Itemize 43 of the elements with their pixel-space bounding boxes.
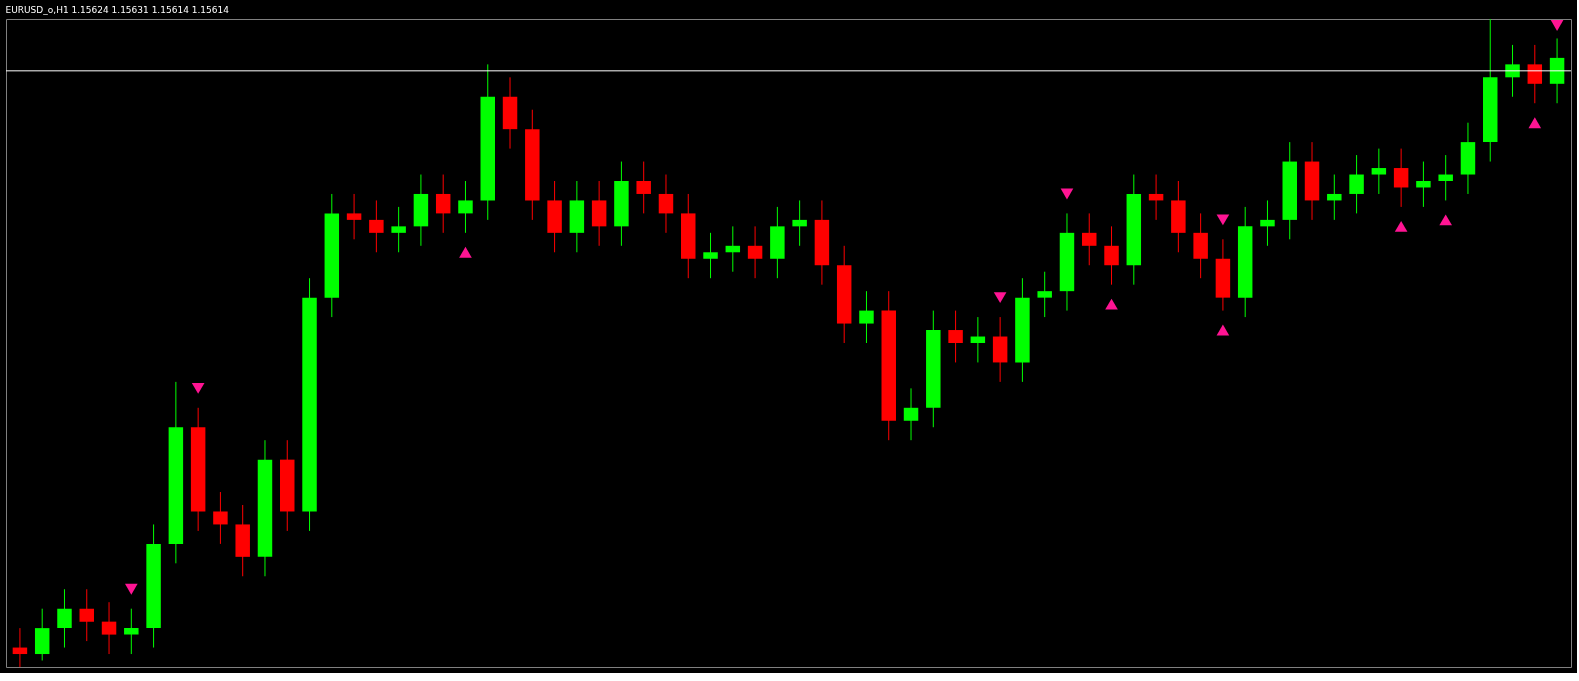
candlestick	[1082, 212, 1097, 266]
candlestick	[1327, 174, 1342, 221]
candlestick	[1438, 154, 1453, 201]
candlestick	[703, 232, 718, 279]
candlestick	[859, 290, 874, 344]
point	[993, 292, 1007, 304]
point	[459, 246, 472, 258]
candlestick	[792, 199, 807, 247]
point	[1216, 324, 1230, 336]
candlestick	[124, 608, 139, 655]
point	[1394, 220, 1408, 232]
candlestick	[369, 199, 384, 253]
candlestick	[1349, 154, 1364, 214]
candlestick	[1393, 148, 1409, 208]
candlestick	[435, 174, 451, 234]
candlestick	[747, 225, 763, 279]
candlestick	[1416, 161, 1431, 208]
point	[1216, 214, 1230, 226]
point	[1060, 188, 1074, 200]
candlestick	[1505, 44, 1520, 98]
candlestick	[1104, 225, 1119, 286]
candlestick	[1527, 44, 1543, 104]
candlestick	[346, 193, 362, 240]
candlestick	[636, 161, 651, 214]
candlestick	[903, 387, 919, 441]
point	[1550, 20, 1564, 31]
candlestick	[101, 601, 117, 655]
point	[1439, 214, 1453, 226]
point	[191, 382, 205, 394]
point	[1105, 298, 1118, 310]
point	[1528, 117, 1542, 129]
candlestick	[79, 588, 94, 642]
candlestick	[57, 588, 72, 649]
candlestick	[458, 180, 473, 234]
chart-title: EURUSD_o,H1 1.15624 1.15631 1.15614 1.15614	[5, 4, 230, 15]
candlestick	[1037, 271, 1052, 318]
point	[124, 583, 138, 595]
candlestick	[1371, 148, 1387, 195]
candlestick	[658, 174, 674, 234]
candlestick	[948, 310, 963, 363]
candlestick	[1260, 199, 1275, 247]
candlestick	[213, 491, 228, 545]
candlestick	[391, 206, 406, 253]
